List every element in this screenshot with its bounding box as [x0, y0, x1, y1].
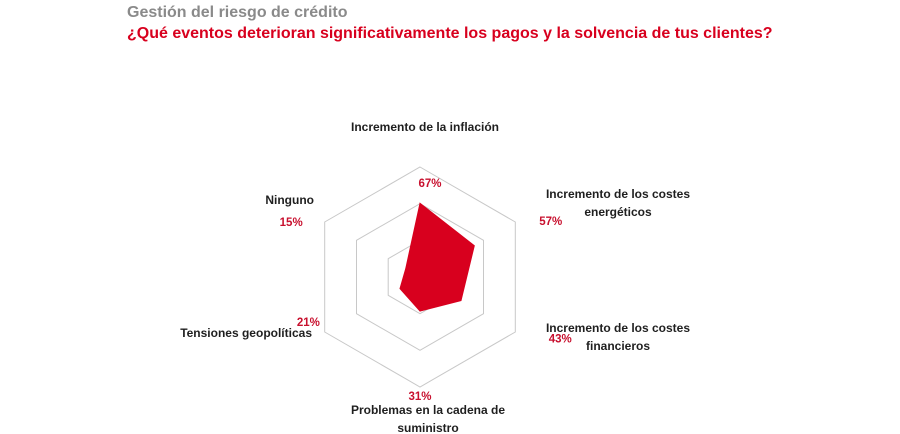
value-labels: 67% 57% 43% 31% 21% 15% [280, 178, 572, 403]
axis-label-line: energéticos [584, 205, 652, 219]
axis-label: Tensiones geopolíticas [180, 326, 312, 340]
axis-label-line: financieros [586, 339, 650, 353]
axis-label-line: Incremento de los costes [546, 187, 690, 201]
axis-label-line: Incremento de los costes [546, 321, 690, 335]
value-label: 15% [280, 217, 303, 229]
value-label: 57% [539, 216, 562, 228]
axis-label-line: Problemas en la cadena de [351, 403, 505, 417]
value-label: 43% [549, 334, 572, 346]
axis-label: Ninguno [265, 193, 314, 207]
value-label: 31% [408, 391, 431, 403]
axis-label: Incremento de los costes financieros [546, 321, 690, 353]
axis-label-line: Tensiones geopolíticas [180, 326, 312, 340]
chart-header: Gestión del riesgo de crédito ¿Qué event… [127, 3, 773, 45]
radar-series [399, 202, 475, 312]
axis-label: Incremento de los costes energéticos [546, 187, 690, 219]
series-area [399, 202, 475, 312]
axis-labels: Incremento de la inflación Incremento de … [180, 120, 690, 434]
axis-label-line: suministro [397, 421, 458, 434]
axis-label: Problemas en la cadena de suministro [351, 403, 505, 434]
chart-title: Gestión del riesgo de crédito [127, 4, 348, 21]
axis-label: Incremento de la inflación [351, 120, 499, 134]
grid-ring-3 [324, 166, 516, 388]
value-label: 21% [297, 317, 320, 329]
grid-ring-2 [356, 203, 484, 351]
axis-label-line: Incremento de la inflación [351, 120, 499, 134]
axis-label-line: Ninguno [265, 193, 314, 207]
value-label: 67% [418, 178, 441, 190]
chart-question: ¿Qué eventos deterioran significativamen… [127, 25, 773, 42]
